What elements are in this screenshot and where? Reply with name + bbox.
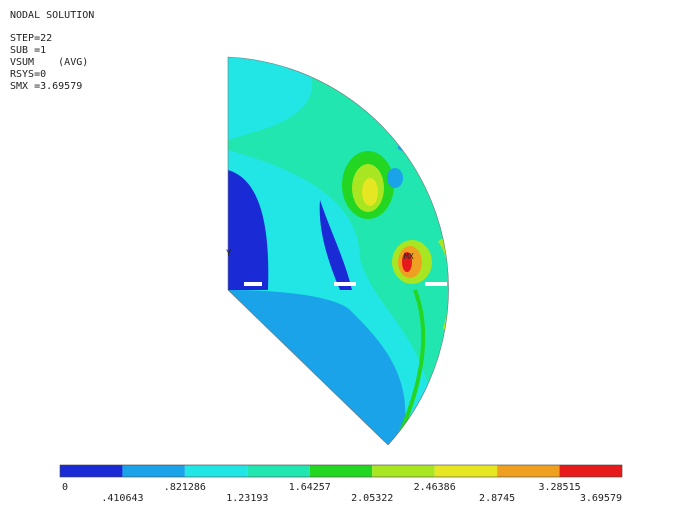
slot: [244, 282, 262, 286]
legend-label: 0: [62, 482, 68, 493]
legend-swatch: [434, 465, 498, 477]
legend-label: 1.64257: [289, 482, 331, 493]
info-line: VSUM (AVG): [10, 57, 88, 68]
legend-swatch: [497, 465, 560, 477]
legend-swatch: [60, 465, 123, 477]
info-line: STEP=22: [10, 33, 52, 44]
legend-label: 3.28515: [538, 482, 580, 493]
slot: [334, 282, 356, 286]
legend-frame: [59, 464, 623, 478]
info-line: SMX =3.69579: [10, 81, 82, 92]
legend-swatch: [122, 465, 185, 477]
legend-swatch: [247, 465, 310, 477]
legend-label: .821286: [164, 482, 206, 493]
legend-label: 2.05322: [351, 493, 393, 504]
title: NODAL SOLUTION: [10, 10, 94, 21]
legend-swatch: [559, 465, 622, 477]
info-line: RSYS=0: [10, 69, 46, 80]
legend-label: 2.46386: [414, 482, 456, 493]
legend-label: 3.69579: [580, 493, 622, 504]
legend-swatch: [309, 465, 373, 477]
legend-label: .410643: [101, 493, 143, 504]
legend-label: 1.23193: [226, 493, 268, 504]
contour-plot: [228, 57, 449, 445]
legend-label: 2.8745: [479, 493, 515, 504]
legend-swatch: [372, 465, 435, 477]
slot: [425, 282, 447, 286]
max-marker: MX: [404, 252, 414, 261]
info-line: SUB =1: [10, 45, 46, 56]
legend: 0 .410643 .821286 1.23193 1.64257 2.05322 2.46…: [59, 464, 623, 504]
axis-label: Y: [226, 249, 232, 259]
legend-swatch: [184, 465, 248, 477]
sector-outline: [227, 56, 449, 446]
